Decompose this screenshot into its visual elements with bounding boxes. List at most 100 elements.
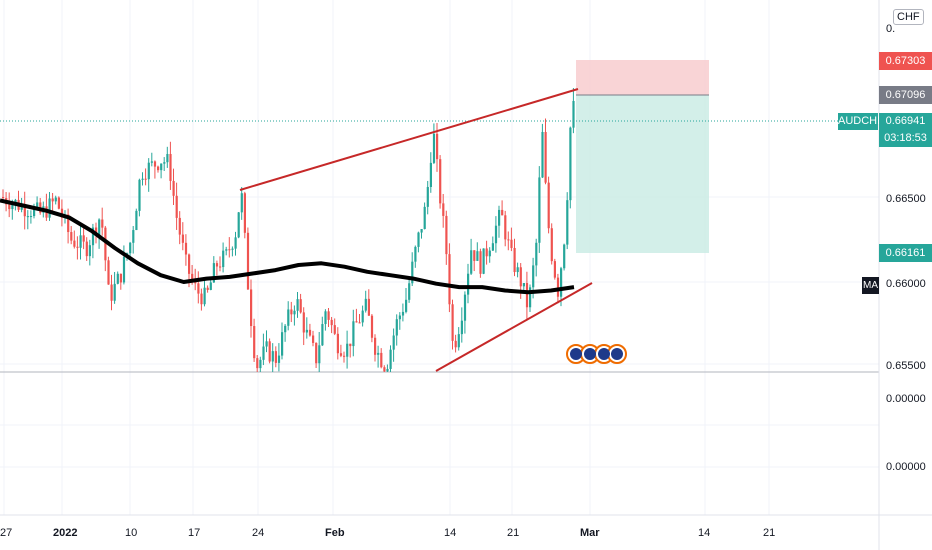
candle-body — [119, 273, 122, 283]
candle-body — [538, 177, 541, 243]
candle-body — [510, 239, 513, 248]
candle-body — [355, 321, 358, 323]
candle-body — [147, 162, 150, 180]
candle-body — [488, 250, 491, 257]
lower-pane-tick: 0.00000 — [886, 461, 926, 473]
candle-body — [432, 133, 436, 163]
candle-body — [476, 251, 479, 261]
candle-body — [160, 163, 163, 171]
candle-body — [184, 242, 188, 255]
candle-body — [550, 228, 553, 262]
candle-body — [271, 351, 274, 362]
economic-event-icons[interactable] — [566, 344, 627, 364]
candle-body — [572, 100, 575, 128]
candle-body — [206, 287, 209, 290]
candle-body — [339, 353, 343, 356]
candle-body — [67, 214, 70, 233]
candle-body — [473, 250, 476, 261]
candle-body — [439, 159, 442, 204]
candle-body — [377, 352, 380, 355]
candle-body — [14, 199, 17, 204]
candle-body — [110, 284, 113, 301]
candle-body — [98, 219, 101, 236]
x-tick-label: Feb — [325, 527, 345, 539]
candle-body — [383, 367, 386, 372]
candle-body — [457, 334, 460, 348]
candle-body — [525, 283, 529, 308]
candle-body — [405, 299, 408, 312]
candle-body — [470, 250, 473, 274]
candle-body — [370, 315, 374, 338]
flag-icon-inner — [584, 348, 596, 360]
candle-body — [116, 273, 119, 284]
candle-body — [95, 227, 98, 236]
upper-trendline[interactable] — [239, 88, 579, 191]
candle-body — [23, 204, 26, 217]
candle-body — [85, 241, 88, 257]
candle-body — [82, 235, 85, 242]
candle-body — [563, 244, 566, 269]
candle-body — [442, 203, 445, 216]
candle-body — [122, 256, 126, 283]
candle-body — [327, 311, 330, 320]
symbol-tag: AUDCHF — [838, 113, 884, 130]
candle-body — [463, 294, 467, 321]
candle-body — [566, 200, 569, 245]
candle-body — [547, 182, 550, 229]
candle-body — [485, 248, 488, 257]
candle-body — [482, 248, 485, 274]
candle-body — [36, 202, 39, 208]
candle-body — [281, 332, 284, 356]
x-tick-label: 27 — [0, 527, 12, 539]
x-tick-label: 24 — [252, 527, 264, 539]
candle-body — [401, 311, 405, 316]
stop-price-tag: 0.67303 — [879, 52, 932, 70]
candle-body — [26, 216, 29, 218]
candle-body — [203, 287, 206, 305]
candle-body — [246, 232, 250, 290]
candle-body — [79, 235, 82, 248]
x-tick-label: 17 — [188, 527, 200, 539]
candle-body — [367, 298, 370, 316]
candle-body — [501, 209, 504, 216]
candle-body — [73, 240, 76, 247]
stop-zone[interactable] — [576, 60, 709, 95]
candle-body — [535, 242, 538, 266]
candle-body — [513, 247, 516, 273]
candle-body — [113, 283, 116, 301]
candle-body — [268, 341, 271, 362]
x-tick-label: 2022 — [53, 527, 77, 539]
candle-body — [169, 153, 172, 181]
candle-body — [222, 250, 225, 268]
candle-body — [529, 287, 532, 308]
candle-body — [91, 227, 95, 246]
candle-body — [8, 204, 11, 210]
candle-body — [153, 161, 157, 167]
candle-body — [157, 166, 160, 171]
candle-body — [504, 215, 507, 240]
candle-body — [200, 293, 203, 305]
candle-body — [129, 242, 132, 254]
candle-body — [556, 277, 560, 297]
candle-body — [293, 310, 296, 315]
candle-body — [305, 329, 308, 333]
lower-trendline[interactable] — [435, 282, 593, 372]
candle-body — [163, 162, 166, 164]
candle-body — [544, 131, 547, 183]
candle-body — [560, 268, 563, 297]
candle-body — [166, 153, 169, 163]
candle-body — [411, 261, 414, 284]
candle-body — [358, 322, 361, 324]
currency-label[interactable]: CHF — [893, 9, 924, 25]
candle-body — [541, 131, 544, 178]
x-tick-label: 21 — [763, 527, 775, 539]
candle-body — [290, 309, 293, 315]
candle-body — [426, 186, 429, 207]
candle-body — [420, 229, 423, 233]
candle-body — [312, 335, 315, 343]
candle-body — [2, 197, 5, 199]
target-zone[interactable] — [576, 95, 709, 253]
candle-body — [299, 299, 302, 313]
candle-body — [11, 203, 14, 210]
